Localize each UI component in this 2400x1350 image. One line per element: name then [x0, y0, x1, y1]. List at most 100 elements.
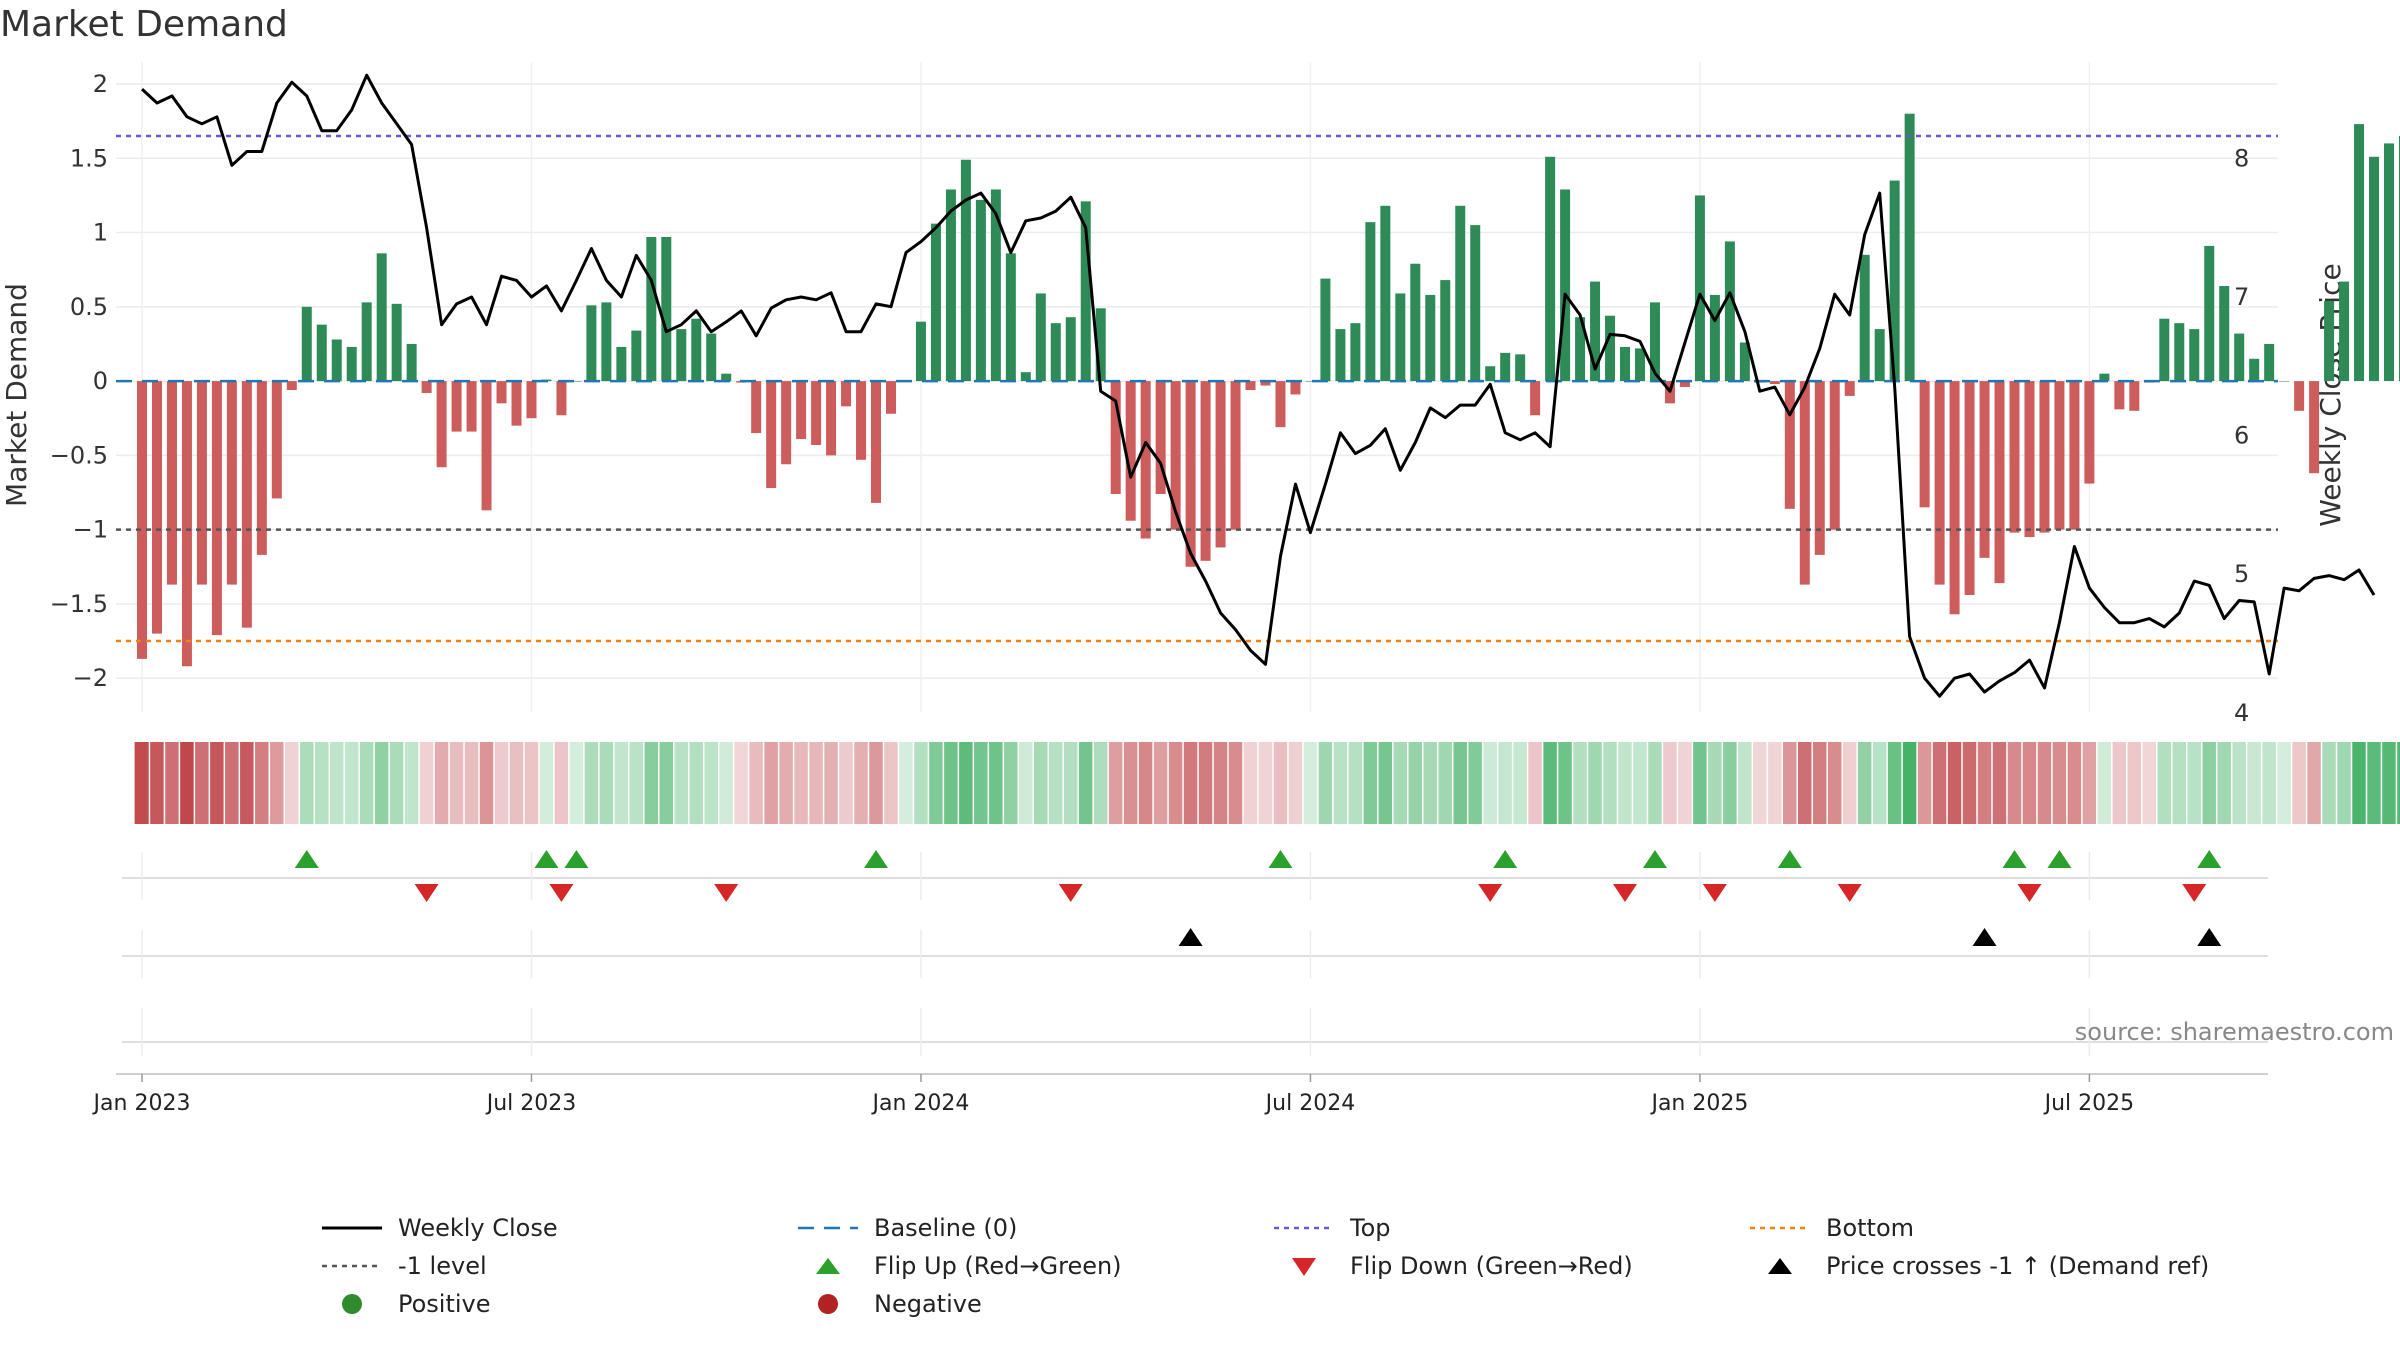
heat-cell: [404, 742, 420, 824]
heat-cell: [1318, 742, 1333, 824]
demand-bar: [1095, 308, 1106, 382]
heat-cell: [1842, 742, 1858, 824]
chart-title: Market Demand: [0, 4, 288, 45]
demand-bar: [2384, 143, 2394, 382]
demand-bar: [841, 381, 852, 407]
flip-up-marker: [1268, 850, 1293, 868]
heat-cell: [658, 742, 674, 824]
heat-cell: [1752, 742, 1768, 824]
flip-down-marker: [549, 884, 574, 902]
demand-bar: [1320, 278, 1331, 382]
heat-cell: [1512, 742, 1528, 824]
heat-cell: [868, 742, 884, 824]
demand-bar: [766, 381, 777, 489]
demand-bar: [1335, 329, 1346, 382]
heat-cell: [2171, 742, 2187, 824]
heat-cell: [2351, 742, 2367, 824]
flip-up-marker: [294, 850, 319, 868]
heat-cell: [1048, 742, 1064, 824]
heat-cell: [359, 742, 375, 824]
demand-bar: [1769, 381, 1780, 385]
y2-tick-label: 7: [2234, 283, 2249, 311]
demand-bar: [2249, 358, 2260, 382]
heat-cell: [1303, 742, 1318, 824]
demand-bar: [1889, 180, 1900, 382]
heat-cell: [1632, 742, 1648, 824]
heat-cell: [419, 742, 435, 824]
demand-bar: [1844, 381, 1855, 396]
demand-bar: [1260, 381, 1271, 386]
heat-cell: [943, 742, 959, 824]
heat-cell: [958, 742, 974, 824]
price-cross-marker: [2197, 928, 2222, 946]
heat-cell: [449, 742, 464, 824]
heat-cell: [1527, 742, 1543, 824]
demand-bar: [2129, 381, 2140, 411]
heat-cell: [1407, 742, 1423, 824]
flip-down-marker: [714, 884, 739, 902]
flip-up-marker: [1642, 850, 1667, 868]
demand-bar: [2279, 381, 2290, 382]
heat-cell: [2396, 742, 2400, 824]
heat-cell: [1917, 742, 1933, 824]
demand-bar: [2159, 318, 2170, 382]
demand-bar: [1500, 352, 1511, 382]
legend-label: Negative: [874, 1290, 982, 1318]
heat-cell: [494, 742, 509, 824]
heat-cell: [1887, 742, 1903, 824]
weekly-close-line: [140, 73, 2376, 698]
demand-bar: [526, 381, 537, 419]
demand-bar: [571, 381, 582, 382]
demand-bar: [2369, 156, 2380, 382]
legend-swatch: [1768, 1258, 1792, 1274]
legend-swatch: [342, 1294, 362, 1314]
heat-cell: [284, 742, 300, 824]
heat-cell: [2096, 742, 2112, 824]
legend-label: Flip Up (Red→Green): [874, 1252, 1122, 1280]
price-cross-marker: [1178, 928, 1203, 946]
demand-bar: [2099, 373, 2110, 382]
demand-bar: [1784, 381, 1795, 509]
flip-up-marker: [1493, 850, 1518, 868]
heat-cell: [1422, 742, 1438, 824]
demand-bar: [1904, 113, 1915, 382]
demand-bar: [960, 159, 971, 382]
demand-bar: [751, 381, 762, 434]
legend-label: Baseline (0): [874, 1214, 1018, 1242]
heat-cell: [1108, 742, 1124, 824]
heat-cell: [1692, 742, 1708, 824]
demand-bar: [346, 346, 357, 382]
demand-bar: [1590, 281, 1601, 382]
demand-bar: [556, 381, 567, 416]
demand-bar: [361, 302, 372, 382]
demand-bar: [1305, 381, 1316, 382]
demand-bar: [1290, 381, 1301, 395]
demand-bar: [1964, 381, 1975, 595]
demand-bar: [211, 381, 222, 636]
x-tick-label: Jul 2025: [2043, 1091, 2135, 1116]
demand-bar: [691, 318, 702, 382]
heat-cell: [254, 742, 270, 824]
heat-cell: [2261, 742, 2277, 824]
demand-bar: [481, 381, 492, 511]
heat-cell: [1992, 742, 2007, 824]
demand-bar: [181, 381, 192, 667]
demand-bar: [1949, 381, 1960, 615]
heat-cell: [1947, 742, 1962, 824]
heat-cell: [2067, 742, 2082, 824]
heat-cell: [1767, 742, 1783, 824]
demand-bar: [2294, 381, 2305, 411]
demand-bar: [2354, 124, 2365, 382]
y-tick-label: 1.5: [70, 144, 108, 172]
heat-cell: [1377, 742, 1393, 824]
heat-cell: [2156, 742, 2172, 824]
legend-item-flip_down: Flip Down (Green→Red): [1272, 1248, 1633, 1284]
demand-bar: [421, 381, 432, 393]
demand-bar: [826, 381, 837, 456]
demand-bar: [2189, 329, 2200, 382]
heat-cell: [209, 742, 225, 824]
flip-down-marker: [1702, 884, 1727, 902]
heat-cell: [569, 742, 584, 824]
legend-swatch: [818, 1294, 838, 1314]
demand-bar: [1140, 381, 1151, 539]
